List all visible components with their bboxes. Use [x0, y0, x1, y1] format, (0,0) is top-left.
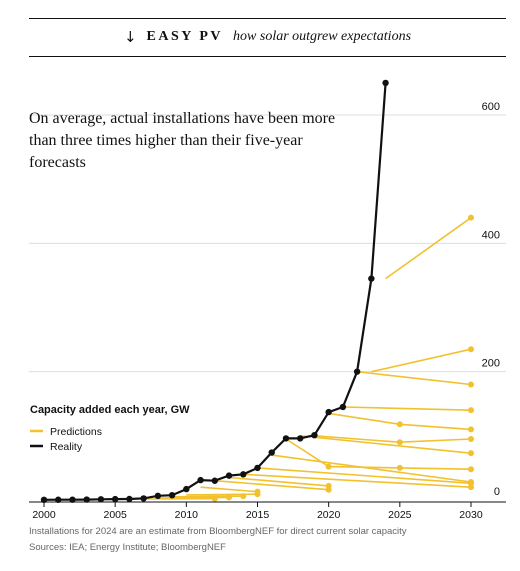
prediction-point-2020-2030 — [467, 426, 474, 433]
prediction-line-2017 — [285, 438, 472, 470]
reality-point-2019 — [311, 431, 318, 439]
x-tick-label-2005: 2005 — [103, 509, 127, 521]
prediction-line-2012 — [214, 479, 329, 491]
prediction-point-2023-2030 — [467, 346, 474, 353]
prediction-line-2018 — [300, 435, 472, 454]
top-rule — [29, 18, 506, 19]
reality-point-2021 — [339, 403, 347, 411]
series-kicker: EASY PV — [146, 29, 224, 44]
x-tick-label-2025: 2025 — [388, 509, 412, 521]
reality-point-2000 — [40, 496, 48, 504]
prediction-line-2014 — [243, 473, 472, 488]
y-axis-label: Capacity added each year, GW — [30, 404, 190, 416]
chart-headline: On average, actual installations have be… — [29, 110, 336, 171]
prediction-point-2013-2020 — [325, 482, 332, 489]
legend: Capacity added each year, GW Predictions R… — [30, 404, 190, 453]
reality-point-2005 — [111, 495, 119, 503]
prediction-line-2015 — [257, 467, 472, 485]
prediction-point-2019-2025 — [396, 439, 403, 446]
axes: 0 200 400 600 2000 2005 2010 2015 2020 2025 2030 — [29, 101, 506, 521]
prediction-point-2019-2030 — [467, 436, 474, 443]
prediction-point-2024-2030 — [467, 214, 474, 221]
prediction-line-2022 — [357, 370, 472, 386]
reality-point-2006 — [126, 495, 133, 503]
reality-point-2022 — [353, 368, 361, 375]
reality-point-2016 — [268, 449, 275, 456]
prediction-point-2021-2030 — [467, 407, 474, 414]
prediction-line-2010 — [186, 493, 258, 496]
prediction-point-2017-2020 — [325, 463, 332, 470]
reality-point-2003 — [83, 496, 90, 503]
x-tick-label-2010: 2010 — [175, 509, 199, 521]
prediction-lines — [143, 214, 474, 502]
reality-point-2014 — [240, 471, 247, 478]
reality-point-2015 — [254, 464, 261, 472]
x-tick-label-2020: 2020 — [317, 509, 341, 521]
prediction-line-2021 — [342, 406, 472, 411]
reality-point-2020 — [325, 408, 332, 416]
reality-point-2011 — [197, 476, 204, 484]
x-tick-label-2000: 2000 — [32, 509, 56, 521]
reality-point-2024 — [382, 79, 389, 87]
sources: Sources: IEA; Energy Institute; Bloomber… — [29, 542, 226, 553]
prediction-line-2016 — [271, 454, 472, 483]
y-tick-label-200: 200 — [482, 358, 500, 370]
prediction-point-2016-2030 — [467, 479, 474, 486]
reality-point-2002 — [69, 496, 76, 503]
prediction-point-2018-2030 — [467, 450, 474, 457]
reality-line — [40, 79, 389, 504]
prediction-point-2017-2030 — [467, 466, 474, 473]
prediction-line-2013 — [228, 476, 329, 487]
header-rule — [29, 56, 506, 57]
footnote: Installations for 2024 are an estimate f… — [29, 526, 407, 537]
reality-point-2023 — [368, 275, 375, 282]
down-arrow-icon: ↓ — [123, 28, 137, 46]
prediction-line-2023 — [371, 348, 472, 373]
reality-point-2017 — [282, 435, 290, 442]
legend-label-predictions: Predictions — [50, 426, 102, 438]
y-tick-label-400: 400 — [482, 229, 500, 241]
legend-label-reality: Reality — [50, 441, 83, 453]
reality-point-2010 — [183, 485, 190, 493]
reality-point-2008 — [154, 492, 162, 500]
reality-point-2001 — [55, 496, 62, 503]
x-tick-label-2030: 2030 — [459, 509, 483, 521]
reality-point-2012 — [211, 477, 218, 484]
prediction-line-2024 — [385, 217, 472, 280]
chart-header: ↓ EASY PV how solar outgrew expectations — [29, 18, 506, 56]
series-dek: how solar outgrew expectations — [233, 29, 412, 44]
prediction-point-2008-2013 — [226, 494, 233, 501]
y-tick-label-0: 0 — [494, 486, 500, 498]
reality-point-2009 — [168, 491, 176, 499]
reality-point-2013 — [225, 472, 233, 479]
reality-point-2004 — [97, 496, 105, 503]
y-tick-label-600: 600 — [482, 101, 500, 113]
x-tick-label-2015: 2015 — [246, 509, 270, 521]
prediction-point-2020-2025 — [396, 421, 403, 428]
gridlines — [29, 114, 506, 373]
prediction-point-2022-2030 — [467, 381, 474, 388]
prediction-point-2011-2015 — [254, 488, 261, 495]
reality-point-2007 — [140, 495, 147, 502]
prediction-line-2008 — [157, 496, 230, 499]
reality-point-2018 — [296, 435, 304, 442]
prediction-line-2011 — [200, 486, 258, 493]
prediction-line-2009 — [172, 495, 244, 498]
prediction-point-2017-2025 — [396, 464, 403, 471]
